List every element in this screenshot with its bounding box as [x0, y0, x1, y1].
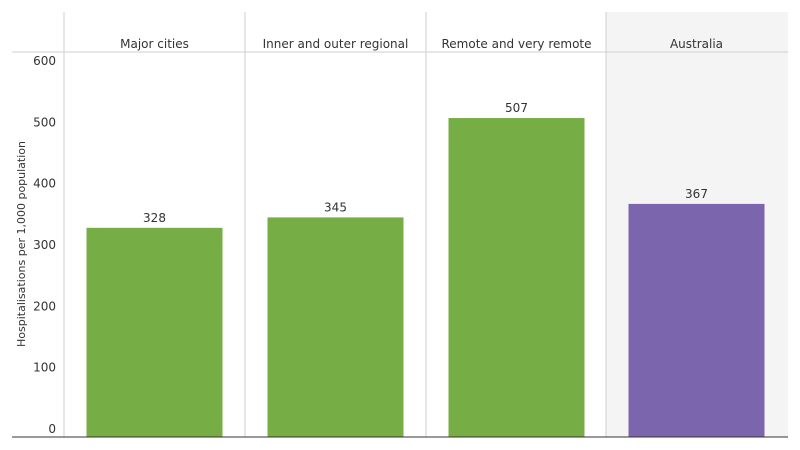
y-tick-label: 0	[48, 422, 56, 436]
data-label-australia: 367	[685, 187, 708, 201]
y-tick-label: 200	[33, 299, 56, 313]
bar-remote-and-very-remote	[448, 118, 585, 437]
category-label-inner-and-outer-regional: Inner and outer regional	[263, 37, 409, 51]
bar-australia	[628, 203, 765, 437]
category-label-australia: Australia	[670, 37, 723, 51]
y-tick-label: 100	[33, 361, 56, 375]
bar-inner-and-outer-regional	[267, 217, 404, 437]
y-tick-label: 600	[33, 54, 56, 68]
y-axis-title: Hospitalisations per 1,000 population	[15, 141, 28, 347]
bar-major-cities	[86, 227, 223, 437]
y-tick-label: 300	[33, 238, 56, 252]
data-label-major-cities: 328	[143, 211, 166, 225]
data-label-remote-and-very-remote: 507	[505, 101, 528, 115]
y-tick-label: 500	[33, 115, 56, 129]
category-label-major-cities: Major cities	[120, 37, 189, 51]
y-tick-label: 400	[33, 177, 56, 191]
data-label-inner-and-outer-regional: 345	[324, 200, 347, 214]
category-label-remote-and-very-remote: Remote and very remote	[441, 37, 591, 51]
